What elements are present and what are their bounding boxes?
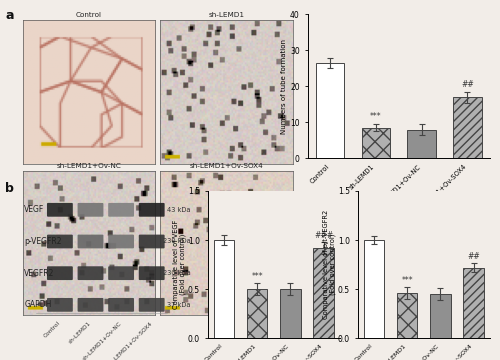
FancyBboxPatch shape: [139, 298, 164, 312]
Y-axis label: Comparative level of VEGF
(Fold over control): Comparative level of VEGF (Fold over con…: [173, 220, 186, 309]
Text: Control: Control: [43, 321, 62, 339]
FancyBboxPatch shape: [108, 266, 134, 280]
FancyBboxPatch shape: [47, 298, 73, 312]
Bar: [247, 289, 268, 338]
Text: Control: Control: [76, 12, 102, 18]
Bar: [314, 248, 334, 338]
Y-axis label: Numbers of tube formation: Numbers of tube formation: [282, 39, 288, 134]
Text: 230 kDa: 230 kDa: [163, 238, 191, 244]
Bar: [464, 267, 484, 338]
Text: ***: ***: [252, 272, 263, 281]
Bar: [214, 240, 234, 338]
Text: VEGFR2: VEGFR2: [24, 269, 54, 278]
FancyBboxPatch shape: [108, 235, 134, 248]
FancyBboxPatch shape: [78, 203, 104, 217]
Text: ***: ***: [402, 276, 413, 285]
Bar: [362, 128, 390, 158]
Text: ###: ###: [314, 231, 333, 240]
FancyBboxPatch shape: [47, 203, 73, 217]
FancyBboxPatch shape: [47, 235, 73, 248]
FancyBboxPatch shape: [139, 266, 164, 280]
FancyBboxPatch shape: [78, 235, 104, 248]
Text: b: b: [5, 182, 14, 195]
Bar: [316, 63, 344, 158]
Text: ***: ***: [370, 112, 382, 121]
FancyBboxPatch shape: [108, 298, 134, 312]
Text: sh-LEMD1+Ov-NC: sh-LEMD1+Ov-NC: [56, 163, 121, 169]
Text: VEGF: VEGF: [24, 205, 44, 214]
FancyBboxPatch shape: [139, 203, 164, 217]
Text: a: a: [5, 9, 14, 22]
FancyBboxPatch shape: [139, 235, 164, 248]
Text: sh-LEMD1: sh-LEMD1: [68, 321, 92, 345]
Bar: [280, 289, 300, 338]
Text: GAPDH: GAPDH: [24, 300, 52, 309]
Text: ##: ##: [461, 80, 474, 89]
Text: 37 kDa: 37 kDa: [168, 302, 191, 308]
Bar: [408, 130, 436, 158]
Text: 230 kDa: 230 kDa: [163, 270, 191, 276]
Text: sh-LEMD1+Ov-SOX4: sh-LEMD1+Ov-SOX4: [108, 321, 154, 360]
FancyBboxPatch shape: [78, 266, 104, 280]
Bar: [454, 97, 481, 158]
FancyBboxPatch shape: [108, 203, 134, 217]
FancyBboxPatch shape: [47, 266, 73, 280]
Bar: [364, 240, 384, 338]
Y-axis label: Comparative level of p/t-VEGFR2
(Fold over control): Comparative level of p/t-VEGFR2 (Fold ov…: [323, 210, 336, 319]
Text: p-VEGFR2: p-VEGFR2: [24, 237, 62, 246]
Text: sh-LEMD1: sh-LEMD1: [208, 12, 244, 18]
Text: ##: ##: [468, 252, 480, 261]
Text: sh-LEMD1+Ov-SOX4: sh-LEMD1+Ov-SOX4: [190, 163, 263, 169]
Text: sh-LEMD1+Ov-NC: sh-LEMD1+Ov-NC: [82, 321, 123, 360]
FancyBboxPatch shape: [78, 298, 104, 312]
Bar: [397, 293, 417, 338]
Bar: [430, 294, 450, 338]
Text: 43 kDa: 43 kDa: [168, 207, 191, 213]
